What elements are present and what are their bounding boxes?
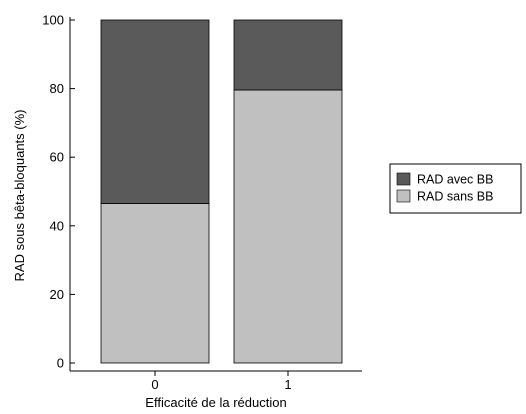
y-axis: 0 20 40 60 80 100 (42, 13, 75, 371)
y-tick-label: 80 (50, 81, 64, 96)
plot-area (100, 19, 343, 364)
y-tick-label: 0 (57, 356, 64, 371)
bar-rad-avec-bb-1 (233, 19, 343, 91)
x-axis-title: Efficacité de la réduction (145, 395, 286, 410)
legend-swatch (396, 189, 411, 203)
legend-label: RAD sans BB (417, 190, 493, 204)
legend-label: RAD avec BB (417, 173, 493, 187)
y-tick-label: 40 (50, 218, 64, 233)
legend-swatch (396, 172, 411, 186)
y-tick-label: 20 (50, 287, 64, 302)
y-tick-label: 100 (42, 13, 64, 28)
legend-box (389, 163, 522, 214)
bar-rad-sans-bb-0 (100, 203, 210, 364)
bar-rad-sans-bb-1 (233, 89, 343, 364)
y-tick-label: 60 (50, 150, 64, 165)
x-tick-label: 0 (151, 377, 158, 392)
y-axis-title: RAD sous bêta-bloquants (%) (12, 110, 27, 282)
x-tick-label: 1 (284, 377, 291, 392)
legend: RAD avec BB RAD sans BB (389, 163, 522, 214)
bar-rad-avec-bb-0 (100, 19, 210, 204)
